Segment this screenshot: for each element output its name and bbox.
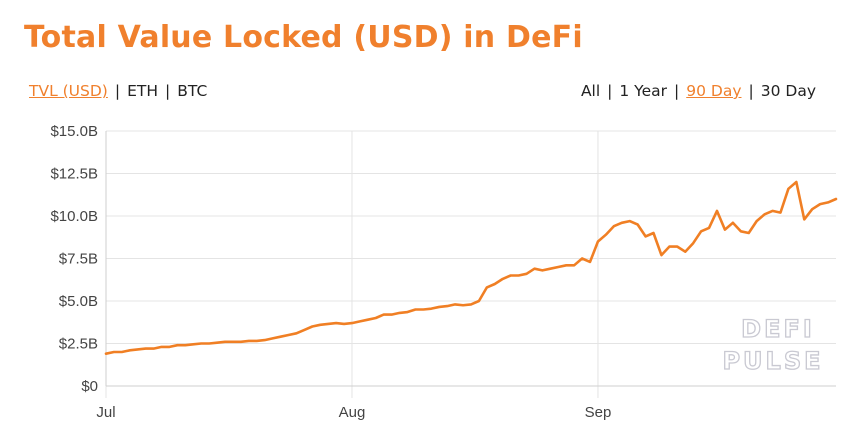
y-tick-label: $10.0B (50, 208, 98, 225)
watermark-line-1: DEFI (741, 315, 815, 343)
series-group (104, 180, 838, 356)
range-toggle: All | 1 Year | 90 Day | 30 Day (581, 82, 816, 100)
x-tick-label: Sep (585, 404, 612, 421)
range-option-1-year[interactable]: 1 Year (619, 82, 667, 100)
chart-title: Total Value Locked (USD) in DeFi (24, 20, 583, 55)
y-tick-label: $2.5B (59, 336, 98, 353)
y-tick-label: $7.5B (59, 251, 98, 268)
separator: | (165, 82, 171, 100)
separator: | (607, 82, 613, 100)
x-tick-label: Jul (96, 404, 115, 421)
range-option-all[interactable]: All (580, 82, 601, 100)
axes: $0 $2.5B $5.0B $7.5B $10.0B $12.5B $15.0B Jul Au… (50, 123, 836, 421)
separator: | (674, 82, 680, 100)
separator: | (114, 82, 121, 100)
metric-option-eth[interactable]: ETH (127, 82, 159, 100)
y-tick-label: $0 (81, 378, 98, 395)
defi-pulse-watermark: DEFI PULSE (722, 314, 823, 375)
tvl-series-line (104, 180, 838, 356)
watermark-line-2: PULSE (722, 347, 823, 375)
y-tick-label: $15.0B (50, 123, 98, 140)
y-tick-label: $5.0B (59, 293, 98, 310)
x-tick-label: Aug (339, 404, 366, 421)
metric-toggle: TVL (USD) | ETH | BTC (29, 82, 207, 100)
metric-option-btc[interactable]: BTC (177, 82, 208, 100)
metric-option-tvl-usd[interactable]: TVL (USD) (29, 82, 108, 100)
range-option-90-day[interactable]: 90 Day (686, 82, 742, 100)
y-tick-label: $12.5B (50, 166, 98, 183)
separator: | (748, 82, 754, 100)
range-option-30-day[interactable]: 30 Day (760, 82, 816, 100)
